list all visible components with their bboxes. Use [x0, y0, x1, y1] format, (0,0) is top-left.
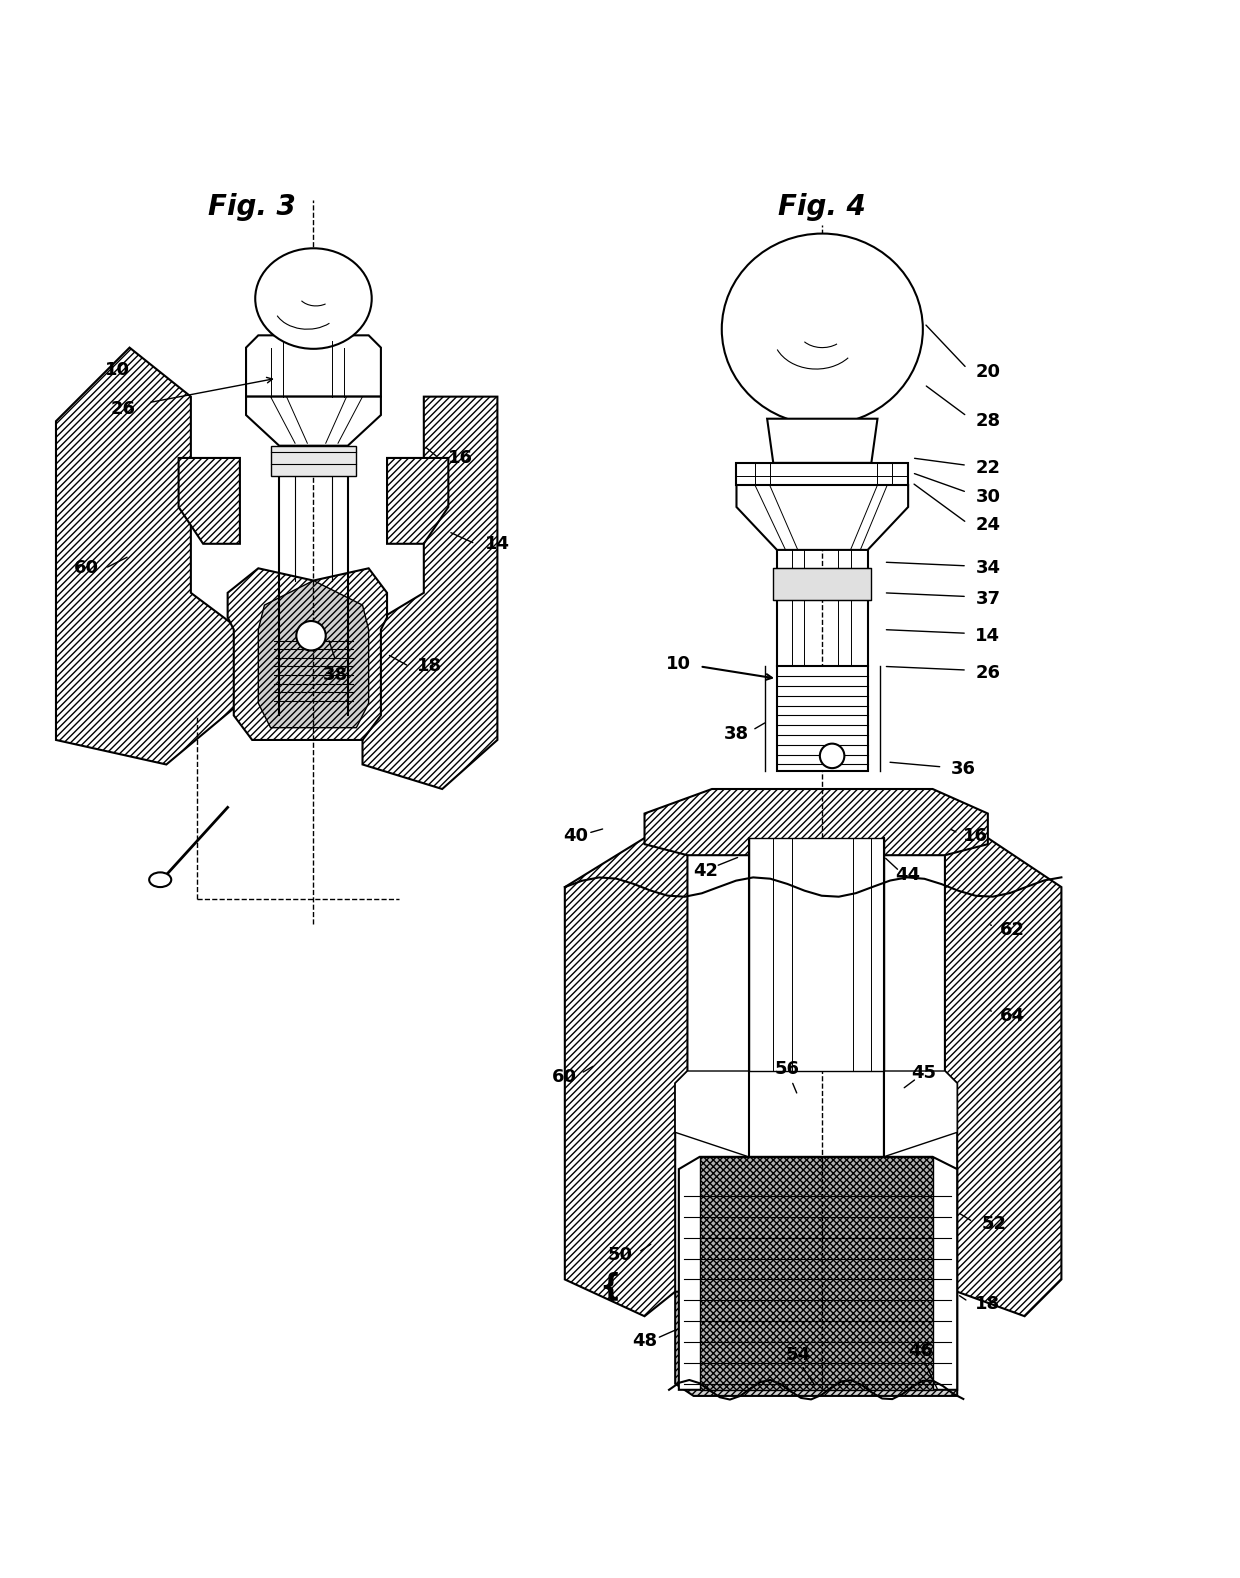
Polygon shape [678, 1157, 957, 1390]
Text: 16: 16 [963, 827, 988, 844]
Bar [749, 838, 884, 1071]
Text: 22: 22 [976, 459, 1001, 477]
Text: 36: 36 [951, 761, 976, 778]
Text: 20: 20 [976, 363, 1001, 382]
Circle shape [820, 743, 844, 768]
Polygon shape [258, 581, 368, 727]
Text: 10: 10 [105, 361, 130, 379]
Polygon shape [387, 458, 449, 544]
Polygon shape [246, 336, 381, 396]
Text: 45: 45 [911, 1065, 936, 1083]
Text: 24: 24 [976, 516, 1001, 535]
Text: 26: 26 [976, 663, 1001, 682]
Text: 38: 38 [322, 666, 348, 683]
Text: 64: 64 [999, 1007, 1024, 1024]
Polygon shape [945, 838, 1061, 1316]
Polygon shape [228, 568, 387, 740]
Text: 34: 34 [976, 559, 1001, 578]
Polygon shape [737, 484, 908, 549]
Text: 60: 60 [552, 1068, 578, 1086]
Text: 40: 40 [563, 827, 588, 844]
Polygon shape [675, 1071, 749, 1157]
Text: Fig. 4: Fig. 4 [779, 193, 867, 221]
Polygon shape [179, 458, 239, 544]
Polygon shape [768, 418, 878, 462]
Bar [774, 568, 872, 600]
Bar [737, 462, 908, 484]
Text: 28: 28 [976, 412, 1001, 431]
Bar [777, 666, 868, 770]
Text: 50: 50 [608, 1247, 632, 1264]
Polygon shape [565, 838, 687, 1316]
Text: 46: 46 [908, 1341, 932, 1360]
Text: 42: 42 [693, 862, 718, 881]
Text: 14: 14 [976, 626, 1001, 645]
Text: Fig. 3: Fig. 3 [208, 193, 296, 221]
Polygon shape [56, 347, 239, 764]
Text: 18: 18 [976, 1296, 1001, 1313]
Bar [270, 445, 356, 477]
Text: {: { [599, 1270, 621, 1300]
Bar [699, 1157, 932, 1390]
Text: 37: 37 [976, 590, 1001, 608]
Polygon shape [246, 396, 381, 445]
Polygon shape [884, 1071, 957, 1157]
Text: 56: 56 [774, 1059, 800, 1078]
Text: 14: 14 [485, 535, 510, 552]
Ellipse shape [722, 234, 923, 424]
Text: 26: 26 [110, 399, 136, 418]
Polygon shape [362, 396, 497, 789]
Ellipse shape [255, 248, 372, 349]
Ellipse shape [149, 873, 171, 887]
Text: 60: 60 [74, 559, 99, 578]
Text: 54: 54 [785, 1346, 810, 1365]
Text: 30: 30 [976, 488, 1001, 507]
Text: 52: 52 [982, 1215, 1007, 1234]
Text: 16: 16 [448, 450, 474, 467]
Text: 38: 38 [724, 724, 749, 743]
Polygon shape [645, 789, 988, 855]
Text: 62: 62 [999, 922, 1024, 939]
Circle shape [296, 622, 326, 650]
Text: 10: 10 [666, 655, 692, 672]
Polygon shape [675, 1292, 957, 1397]
Text: 44: 44 [895, 866, 920, 884]
Text: 48: 48 [632, 1332, 657, 1349]
Text: 18: 18 [418, 658, 443, 675]
